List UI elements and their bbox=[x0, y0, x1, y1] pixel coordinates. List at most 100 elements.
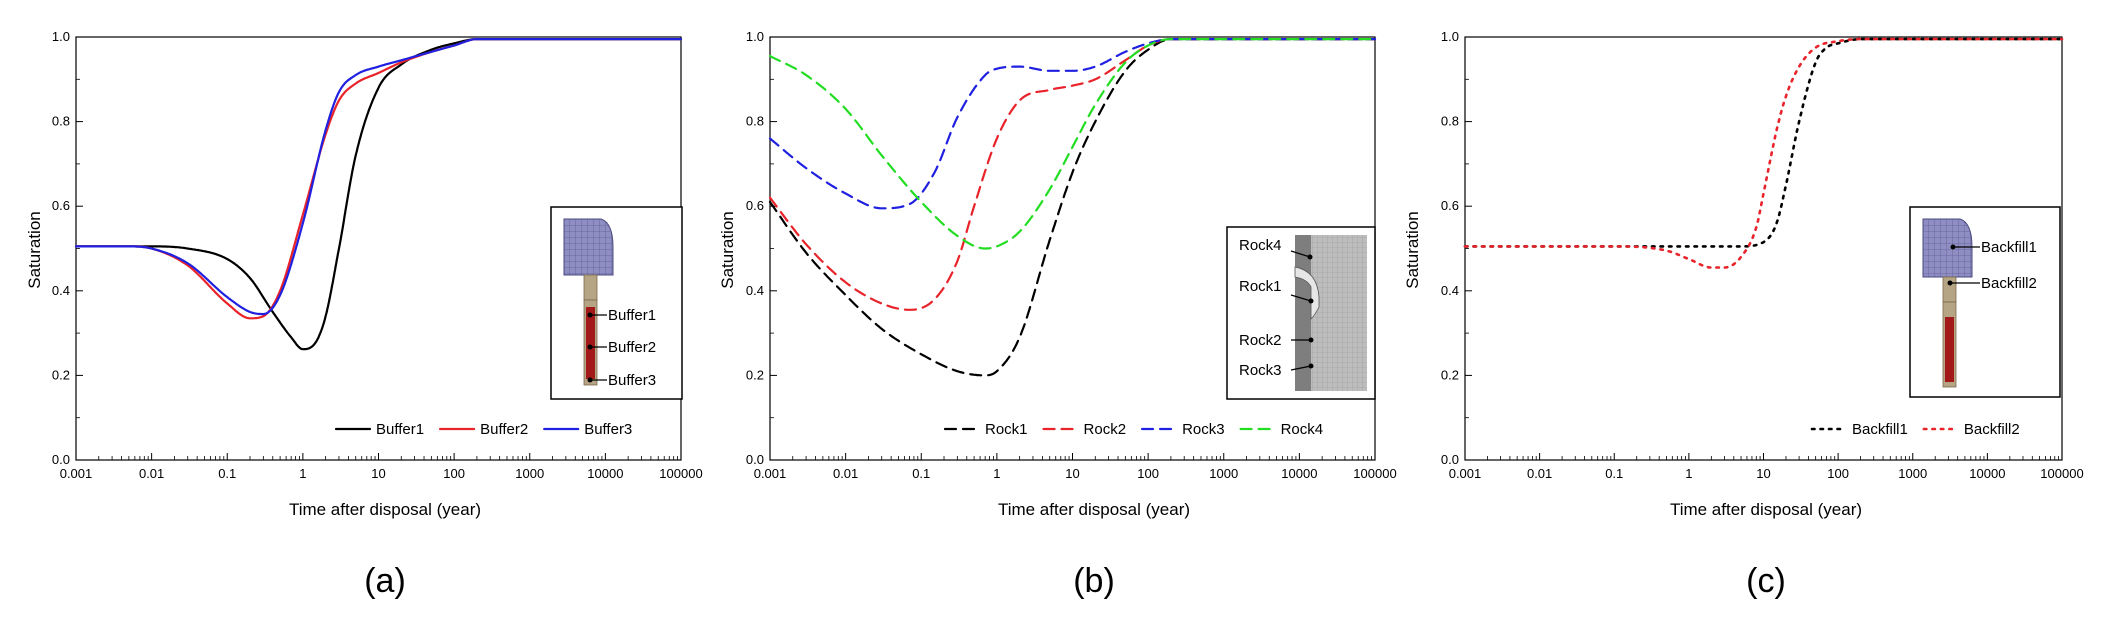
x-tick-label: 10000 bbox=[1969, 466, 2005, 481]
inset-label-buffer1: Buffer1 bbox=[608, 307, 656, 324]
y-tick-label: 1.0 bbox=[52, 29, 70, 44]
y-tick-label: 0.6 bbox=[52, 198, 70, 213]
inset-label-rock3: Rock3 bbox=[1239, 362, 1282, 379]
series-layer bbox=[1463, 37, 2064, 269]
y-tick-label: 0.8 bbox=[1441, 114, 1459, 129]
x-ticks: 0.001 0.01 0.1 1 10 100 1000 10000 100000 bbox=[60, 453, 703, 481]
legend-label-backfill1: Backfill1 bbox=[1852, 421, 1908, 438]
series-line-buffer1 bbox=[74, 38, 683, 351]
inset-canister bbox=[1945, 317, 1954, 382]
y-tick-label: 0.4 bbox=[1441, 283, 1459, 298]
y-tick-label: 0.4 bbox=[52, 283, 70, 298]
legend-label-buffer3: Buffer3 bbox=[584, 421, 632, 438]
y-tick-label: 0.0 bbox=[1441, 452, 1459, 467]
legend: Backfill1 Backfill2 bbox=[1810, 421, 2020, 438]
panel-caption: (b) bbox=[1073, 562, 1115, 600]
x-axis-title: Time after disposal (year) bbox=[998, 500, 1190, 519]
y-axis-title: Saturation bbox=[718, 211, 737, 289]
x-tick-label: 0.01 bbox=[833, 466, 858, 481]
y-tick-label: 0.2 bbox=[746, 367, 764, 382]
legend-label-rock2: Rock2 bbox=[1084, 421, 1127, 438]
inset-label-rock2: Rock2 bbox=[1239, 332, 1282, 349]
y-tick-label: 0.0 bbox=[52, 452, 70, 467]
y-tick-label: 0.2 bbox=[52, 367, 70, 382]
x-tick-label: 10000 bbox=[1281, 466, 1317, 481]
y-tick-label: 0.0 bbox=[746, 452, 764, 467]
legend-label-buffer1: Buffer1 bbox=[376, 421, 424, 438]
x-tick-label: 1 bbox=[299, 466, 306, 481]
inset-label-buffer3: Buffer3 bbox=[608, 372, 656, 389]
panel-caption: (a) bbox=[364, 562, 406, 600]
series-line-buffer3 bbox=[74, 38, 683, 316]
x-tick-label: 0.1 bbox=[218, 466, 236, 481]
x-tick-label: 1000 bbox=[1209, 466, 1238, 481]
y-tick-label: 0.8 bbox=[746, 114, 764, 129]
x-tick-label: 10000 bbox=[587, 466, 623, 481]
inset-diagram: Rock4 Rock1 Rock2 Rock3 bbox=[1226, 226, 1376, 400]
panel-c: 0.001 0.01 0.1 1 10 100 1000 10000 100000 0.0 0.2… bbox=[1403, 29, 2084, 600]
y-ticks: 0.0 0.2 0.4 0.6 0.8 1.0 bbox=[52, 29, 83, 467]
legend-label-rock1: Rock1 bbox=[985, 421, 1028, 438]
x-tick-label: 0.1 bbox=[912, 466, 930, 481]
series-layer bbox=[74, 38, 683, 351]
series-line-backfill2 bbox=[1463, 37, 2064, 269]
x-tick-label: 100000 bbox=[2040, 466, 2083, 481]
y-axis-title: Saturation bbox=[25, 211, 44, 289]
panel-caption: (c) bbox=[1746, 562, 1786, 600]
x-axis-title: Time after disposal (year) bbox=[1670, 500, 1862, 519]
x-tick-label: 10 bbox=[1065, 466, 1079, 481]
legend-label-backfill2: Backfill2 bbox=[1964, 421, 2020, 438]
x-axis-title: Time after disposal (year) bbox=[289, 500, 481, 519]
series-line-rock3 bbox=[768, 38, 1377, 210]
inset-collar bbox=[583, 274, 598, 301]
series-line-backfill1 bbox=[1463, 37, 2064, 248]
y-tick-label: 0.2 bbox=[1441, 367, 1459, 382]
x-ticks: 0.001 0.01 0.1 1 10 100 1000 10000 100000 bbox=[1449, 453, 2084, 481]
legend-label-buffer2: Buffer2 bbox=[480, 421, 528, 438]
x-tick-label: 0.001 bbox=[60, 466, 93, 481]
series-line-rock4 bbox=[768, 38, 1377, 250]
legend-label-rock3: Rock3 bbox=[1182, 421, 1225, 438]
y-axis-title: Saturation bbox=[1403, 211, 1422, 289]
x-tick-label: 100000 bbox=[1353, 466, 1396, 481]
x-tick-label: 0.001 bbox=[1449, 466, 1482, 481]
x-tick-label: 0.01 bbox=[139, 466, 164, 481]
x-tick-label: 100 bbox=[1137, 466, 1159, 481]
y-ticks: 0.0 0.2 0.4 0.6 0.8 1.0 bbox=[746, 29, 777, 467]
inset-label-rock1: Rock1 bbox=[1239, 278, 1282, 295]
x-tick-label: 1 bbox=[993, 466, 1000, 481]
x-tick-label: 1000 bbox=[515, 466, 544, 481]
y-tick-label: 1.0 bbox=[1441, 29, 1459, 44]
x-tick-label: 0.01 bbox=[1527, 466, 1552, 481]
x-tick-label: 100000 bbox=[659, 466, 702, 481]
panel-a: 0.001 0.01 0.1 1 10 100 1000 10000 100000 0.0 0.2… bbox=[25, 29, 703, 600]
y-tick-label: 0.4 bbox=[746, 283, 764, 298]
x-tick-label: 100 bbox=[443, 466, 465, 481]
x-ticks: 0.001 0.01 0.1 1 10 100 1000 10000 100000 bbox=[754, 453, 1397, 481]
y-tick-label: 0.8 bbox=[52, 114, 70, 129]
x-tick-label: 0.1 bbox=[1605, 466, 1623, 481]
x-tick-label: 100 bbox=[1827, 466, 1849, 481]
series-layer bbox=[768, 38, 1377, 377]
y-ticks: 0.0 0.2 0.4 0.6 0.8 1.0 bbox=[1441, 29, 1472, 467]
inset-mesh-top bbox=[1922, 218, 1973, 278]
y-tick-label: 0.6 bbox=[746, 198, 764, 213]
inset-mesh-top bbox=[563, 218, 614, 276]
legend: Buffer1 Buffer2 Buffer3 bbox=[334, 421, 632, 438]
panel-b: 0.001 0.01 0.1 1 10 100 1000 10000 100000 0.0 0.2… bbox=[718, 29, 1397, 600]
x-tick-label: 0.001 bbox=[754, 466, 787, 481]
inset-label-backfill1: Backfill1 bbox=[1981, 239, 2037, 256]
legend: Rock1 Rock2 Rock3 Rock4 bbox=[943, 421, 1324, 438]
y-tick-label: 0.6 bbox=[1441, 198, 1459, 213]
legend-label-rock4: Rock4 bbox=[1281, 421, 1324, 438]
inset-canister bbox=[586, 307, 595, 379]
inset-label-backfill2: Backfill2 bbox=[1981, 275, 2037, 292]
y-tick-label: 1.0 bbox=[746, 29, 764, 44]
x-tick-label: 1000 bbox=[1898, 466, 1927, 481]
inset-label-buffer2: Buffer2 bbox=[608, 339, 656, 356]
inset-diagram: Buffer1 Buffer2 Buffer3 bbox=[550, 206, 683, 400]
inset-diagram: Backfill1 Backfill2 bbox=[1909, 206, 2061, 398]
x-tick-label: 10 bbox=[371, 466, 385, 481]
series-line-rock1 bbox=[768, 38, 1377, 377]
